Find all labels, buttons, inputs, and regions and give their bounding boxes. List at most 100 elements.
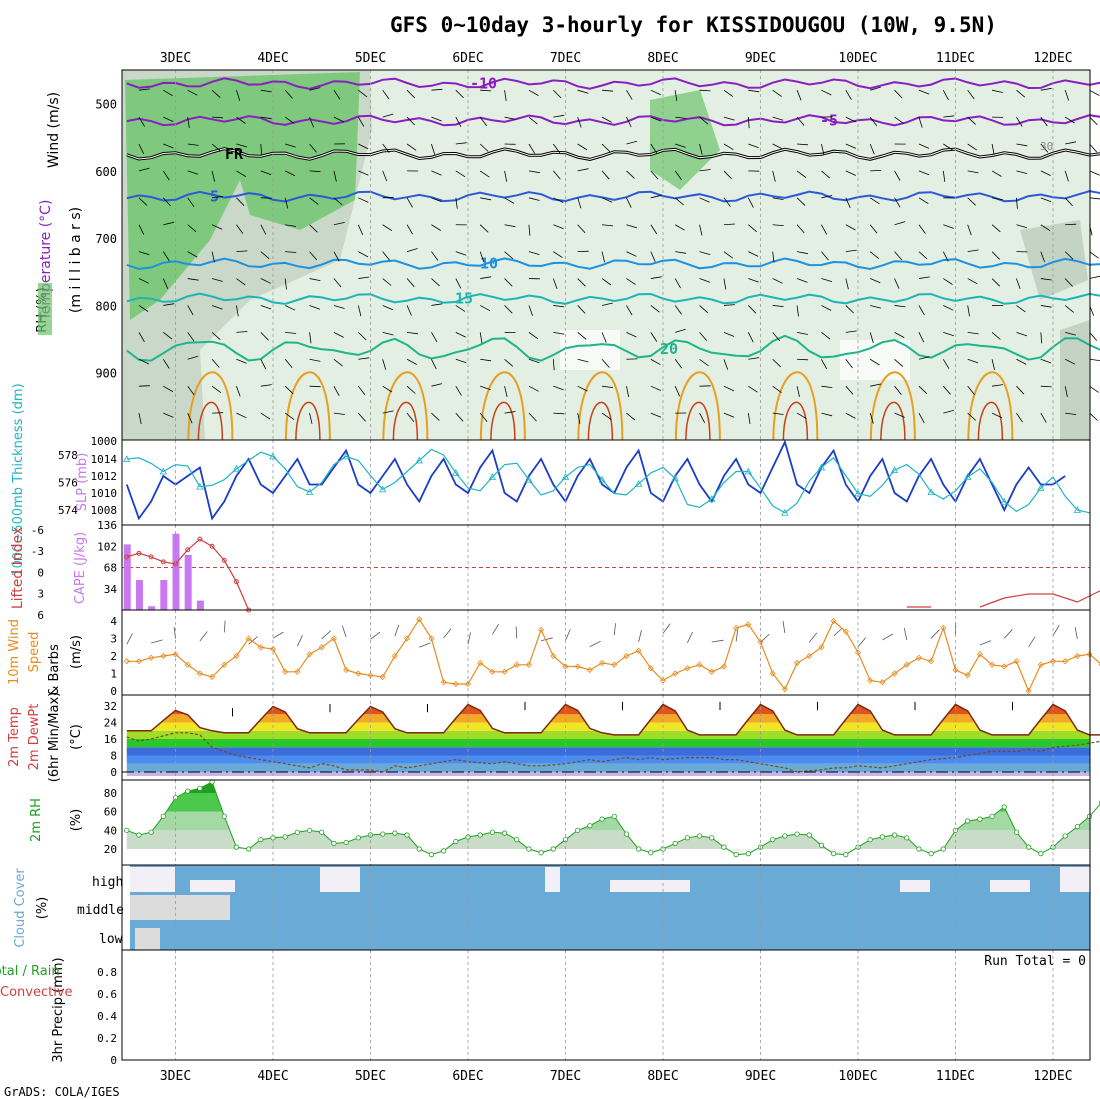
wind-barb xyxy=(747,197,754,208)
axis-label-cape: CAPE (J/kg) xyxy=(73,532,88,604)
wind-barb xyxy=(431,278,440,287)
wind-barb xyxy=(211,251,215,263)
wind-barb xyxy=(869,224,878,234)
wind-barb xyxy=(187,385,195,396)
rh-wet-region xyxy=(125,72,360,320)
wind-barb xyxy=(126,633,133,645)
wind-barb xyxy=(918,170,930,176)
wind-barb xyxy=(675,116,687,119)
wind-barb xyxy=(187,197,195,208)
cloud-gap xyxy=(1060,867,1090,892)
wind-barb xyxy=(1064,278,1073,287)
wind-barb xyxy=(845,359,853,369)
wind-barb xyxy=(943,305,954,311)
wind-barb xyxy=(1089,251,1099,259)
wind-barb xyxy=(138,197,148,206)
rh-marker xyxy=(526,846,532,852)
wind-barb xyxy=(626,332,637,338)
wind-barb xyxy=(358,276,370,279)
wind-barb xyxy=(601,170,610,180)
warm-lobe-contour xyxy=(284,371,331,441)
wind-barb xyxy=(650,276,662,279)
rh-marker xyxy=(636,846,642,852)
rh-marker xyxy=(380,831,386,837)
wind-barb xyxy=(894,116,904,124)
tick-label: 1 xyxy=(110,668,117,681)
tick-label: 576 xyxy=(58,477,78,490)
wind-barb xyxy=(1064,90,1070,101)
wind-speed-marker xyxy=(720,663,728,670)
wind-barb xyxy=(602,224,614,227)
wind-barb xyxy=(601,143,611,152)
wind-barb xyxy=(626,140,638,145)
wind-barb xyxy=(748,305,757,314)
tick-label: 0 xyxy=(37,566,44,579)
rh-band xyxy=(126,811,1090,831)
tick-label: 20 xyxy=(104,843,117,856)
temp-band xyxy=(126,772,1090,777)
tick-label: 500 xyxy=(95,98,117,112)
wind-barb xyxy=(236,143,248,148)
wind-barb xyxy=(406,278,415,288)
rh-marker xyxy=(587,823,593,829)
date-label-top: 11DEC xyxy=(936,51,975,66)
wind-barb xyxy=(382,113,394,118)
axis-label-lifted-index: Lifted Index xyxy=(10,527,26,609)
wind-barb xyxy=(163,385,174,392)
wind-barb xyxy=(894,89,903,99)
wind-barb xyxy=(674,197,684,206)
wind-barb xyxy=(138,413,142,424)
wind-barb xyxy=(991,143,995,155)
wind-speed-marker xyxy=(1049,658,1057,665)
wind-barb xyxy=(552,278,558,290)
wind-barb xyxy=(479,116,488,127)
wind-barb xyxy=(967,331,979,335)
wind-barb xyxy=(504,305,513,314)
warm-lobe-inner xyxy=(587,401,614,441)
rh-marker xyxy=(721,844,727,850)
tick-label: 2 xyxy=(110,650,117,663)
wind-barb xyxy=(419,642,431,648)
wind-barb xyxy=(431,224,442,231)
warm-lobe-inner xyxy=(782,401,809,441)
wind-barb xyxy=(735,629,739,642)
warm-lobe-contour xyxy=(577,371,624,441)
wind-barb xyxy=(333,116,344,123)
wind-barb xyxy=(187,143,199,146)
wind-barb xyxy=(1065,358,1076,365)
wind-barb xyxy=(1040,332,1043,344)
wind-barb xyxy=(358,89,368,98)
wind-barb xyxy=(821,359,828,370)
rh-marker xyxy=(404,832,410,838)
wind-barb xyxy=(992,384,1004,387)
wind-speed-marker xyxy=(1037,661,1044,668)
tick-label: 80 xyxy=(104,787,117,800)
wind-barb xyxy=(480,276,492,279)
wind-barb xyxy=(211,170,216,182)
wind-barb xyxy=(1065,141,1077,145)
wind-barb xyxy=(796,412,807,420)
wind-barb xyxy=(943,278,953,285)
wind-speed-marker xyxy=(854,649,862,656)
rh-marker xyxy=(879,834,885,840)
thickness-marker xyxy=(1073,506,1082,513)
wind-barb xyxy=(650,194,662,199)
li-marker xyxy=(160,559,166,565)
wind-barb xyxy=(260,332,269,341)
wind-barb xyxy=(577,332,587,340)
wind-barb xyxy=(870,170,882,172)
wind-barb xyxy=(674,278,681,289)
wind-barb xyxy=(333,385,340,396)
date-label-top: 4DEC xyxy=(257,51,288,66)
wind-speed-marker xyxy=(306,651,313,658)
wind-barb xyxy=(845,197,851,209)
wind-barb xyxy=(163,197,171,207)
wind-barb xyxy=(163,221,175,226)
wind-speed-marker xyxy=(391,652,398,660)
tick-label: 6 xyxy=(37,609,44,622)
isotherm-label: -10 xyxy=(470,74,497,92)
wind-barb xyxy=(723,331,735,337)
rh-marker xyxy=(355,835,361,841)
wind-barb xyxy=(187,332,195,342)
thickness-marker xyxy=(452,469,460,476)
